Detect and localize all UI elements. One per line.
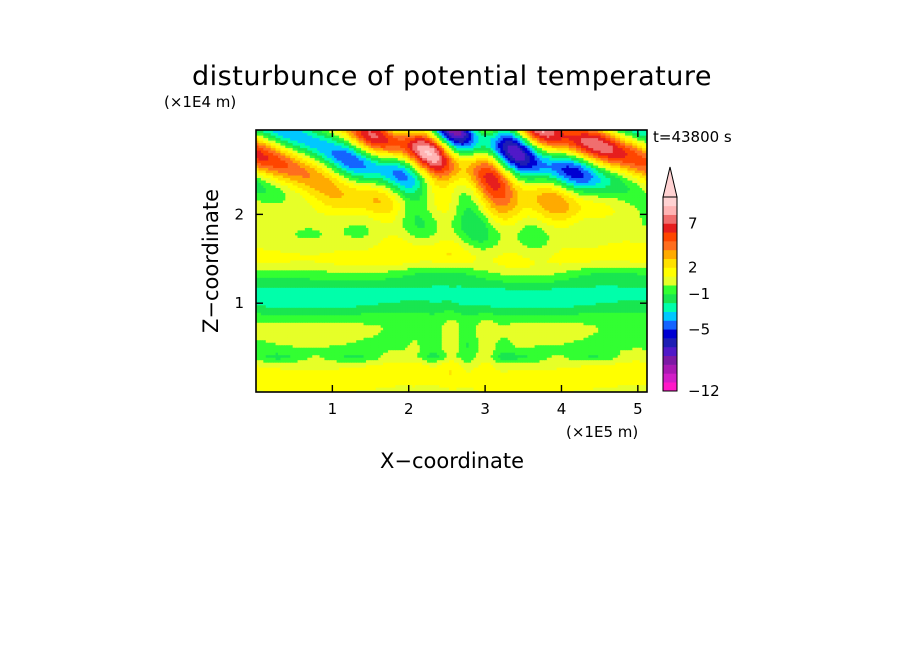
- colorbar-segment: [663, 302, 677, 312]
- x-tick-label: 1: [328, 400, 338, 418]
- chart-title: disturbunce of potential temperature: [192, 61, 712, 92]
- colorbar-segment: [663, 267, 677, 277]
- y-tick-label: 1: [234, 294, 244, 312]
- colorbar-segment: [663, 338, 677, 348]
- colorbar-segment: [663, 329, 677, 339]
- colorbar-segment: [663, 285, 677, 295]
- contour-field: [256, 130, 647, 392]
- colorbar-tick-label: 7: [688, 215, 698, 233]
- x-tick-label: 2: [404, 400, 414, 418]
- colorbar-segment: [663, 223, 677, 233]
- colorbar-segment: [663, 320, 677, 330]
- time-label: t=43800 s: [653, 128, 732, 146]
- colorbar-segment: [663, 373, 677, 383]
- colorbar-segment: [663, 205, 677, 215]
- colorbar-segment: [663, 382, 677, 392]
- x-tick-label: 4: [557, 400, 567, 418]
- colorbar-segment: [663, 294, 677, 304]
- colorbar-segment: [663, 197, 677, 207]
- colorbar-extend-arrow: [662, 166, 678, 198]
- colorbar-segment: [663, 346, 677, 357]
- colorbar: −12−5−127: [662, 166, 720, 400]
- colorbar-segment: [663, 311, 677, 321]
- colorbar-tick-label: 2: [688, 259, 698, 277]
- colorbar-tick-label: −5: [688, 320, 710, 338]
- colorbar-segment: [663, 258, 677, 268]
- y-axis-label: Z−coordinate: [199, 189, 223, 333]
- x-axis-unit: (×1E5 m): [566, 423, 638, 441]
- colorbar-segment: [663, 214, 677, 224]
- x-tick-label: 5: [633, 400, 643, 418]
- y-axis: 12: [234, 205, 647, 312]
- plot-frame: [255, 129, 648, 393]
- y-tick-label: 2: [234, 205, 244, 223]
- x-axis-label: X−coordinate: [380, 449, 524, 473]
- colorbar-segment: [663, 355, 677, 365]
- x-axis: 1 2 3 4 5: [328, 130, 643, 418]
- colorbar-tick-label: −1: [688, 285, 710, 303]
- colorbar-segment: [663, 364, 677, 374]
- colorbar-segment: [663, 249, 677, 260]
- colorbar-segment: [663, 241, 677, 251]
- y-axis-unit: (×1E4 m): [164, 93, 236, 111]
- colorbar-tick-label: −12: [688, 382, 720, 400]
- colorbar-segment: [663, 232, 677, 242]
- colorbar-segment: [663, 276, 677, 286]
- x-tick-label: 3: [480, 400, 490, 418]
